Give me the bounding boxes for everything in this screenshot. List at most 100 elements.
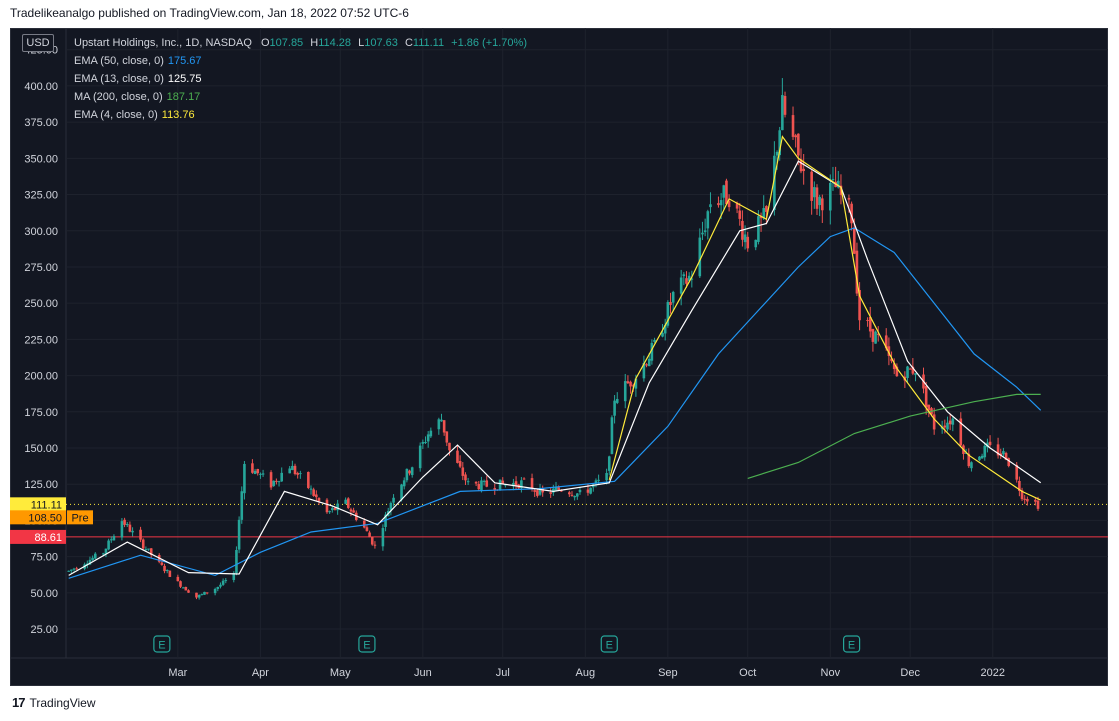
candle-body — [775, 151, 779, 156]
candle-body — [91, 557, 94, 561]
candle-body — [725, 180, 728, 205]
earnings-marker-icon — [600, 635, 618, 653]
candle-body — [757, 216, 760, 242]
low-label: L — [358, 37, 365, 49]
price-tag — [10, 497, 66, 512]
y-tick-label: 175.00 — [24, 407, 58, 419]
x-tick-label: Dec — [900, 667, 920, 679]
candle-body — [773, 155, 776, 211]
candle-body — [631, 385, 635, 387]
candle-body — [349, 509, 353, 512]
candle-body — [810, 171, 813, 201]
candle-body — [687, 275, 691, 281]
candle-body — [735, 202, 739, 209]
indicator-ema4[interactable]: EMA (4, close, 0) 113.76 — [74, 106, 527, 124]
candle-body — [251, 463, 254, 473]
candle-body — [461, 467, 465, 476]
candle-body — [309, 488, 313, 490]
candle-body — [477, 483, 481, 490]
candle-body — [240, 491, 244, 520]
candle-body — [253, 470, 257, 475]
y-tick-label: 400.00 — [24, 81, 58, 93]
candle-body — [504, 484, 507, 486]
close-label: C — [404, 37, 413, 49]
candle-body — [836, 180, 840, 188]
candle-body — [139, 529, 142, 540]
tradingview-logo-icon: 17 — [12, 695, 26, 710]
symbol-label: Upstart Holdings, Inc., 1D, NASDAQ — [74, 37, 252, 49]
candle-body — [402, 480, 406, 487]
candle-body — [160, 562, 164, 565]
candle-body — [512, 482, 515, 487]
candle-body — [456, 450, 459, 463]
candle-body — [682, 274, 686, 277]
candle-body — [184, 586, 188, 591]
candle-body — [679, 277, 683, 294]
indicator-ema50[interactable]: EMA (50, close, 0) 175.67 — [74, 52, 527, 70]
candle-body — [743, 234, 747, 243]
candle-body — [650, 342, 654, 361]
y-tick-label: 200.00 — [24, 371, 58, 383]
candle-body — [906, 366, 909, 378]
publish-header: Tradelikeanalgo published on TradingView… — [10, 6, 409, 20]
candle-body — [256, 469, 260, 474]
candle-body — [829, 182, 832, 211]
candle-body — [128, 524, 132, 532]
earnings-marker-icon — [843, 635, 861, 653]
candle-body — [501, 480, 505, 484]
earnings-marker-label: E — [848, 640, 855, 652]
candle-body — [821, 198, 824, 211]
chart-frame[interactable] — [10, 28, 1108, 686]
candle-body — [219, 584, 222, 587]
candle-body — [538, 488, 542, 495]
candle-body — [466, 481, 470, 483]
candle-body — [410, 467, 414, 476]
candle-body — [181, 587, 185, 589]
candle-body — [536, 490, 539, 496]
high-label: H — [310, 37, 319, 49]
price-tag — [10, 510, 66, 525]
candle-body — [557, 487, 560, 490]
candle-body — [522, 478, 526, 480]
candle-body — [109, 539, 113, 541]
candle-body — [554, 487, 558, 491]
candle-body — [493, 488, 497, 490]
candle-body — [530, 478, 534, 490]
price-chart[interactable]: 425.00400.00375.00350.00325.00300.00275.… — [10, 28, 1108, 686]
candle-body — [799, 159, 803, 172]
indicator-ma200[interactable]: MA (200, close, 0) 187.17 — [74, 88, 527, 106]
candle-body — [1020, 490, 1024, 500]
candle-body — [831, 179, 835, 181]
candle-body — [570, 494, 574, 496]
footer-brand: TradingView — [29, 695, 96, 710]
candle-body — [197, 595, 201, 598]
candle-body — [533, 490, 537, 492]
y-tick-label: 275.00 — [24, 262, 58, 274]
earnings-marker-icon — [153, 635, 171, 653]
candle-body — [440, 419, 443, 422]
candle-body — [813, 187, 816, 198]
currency-button[interactable]: USD — [22, 34, 54, 52]
candle-body — [275, 480, 278, 482]
candle-body — [474, 481, 478, 484]
candle-body — [1026, 499, 1029, 502]
candle-body — [706, 211, 710, 229]
change-value: +1.86 (+1.70%) — [451, 37, 527, 49]
candle-body — [871, 328, 875, 342]
indicator-ema13[interactable]: EMA (13, close, 0) 125.75 — [74, 70, 527, 88]
candle-body — [895, 366, 899, 377]
candle-body — [296, 473, 299, 475]
candle-body — [424, 441, 427, 443]
candle-body — [1034, 499, 1037, 502]
candle-body — [125, 523, 129, 526]
candle-body — [442, 420, 446, 433]
pre-market-badge-label: Pre — [71, 512, 88, 524]
candle-body — [203, 591, 206, 595]
candle-body — [815, 187, 819, 209]
candle-body — [967, 453, 971, 467]
candle-body — [685, 278, 688, 284]
earnings-marker-label: E — [158, 640, 165, 652]
candle-body — [719, 200, 723, 206]
candle-body — [980, 455, 984, 459]
candle-body — [277, 481, 281, 483]
